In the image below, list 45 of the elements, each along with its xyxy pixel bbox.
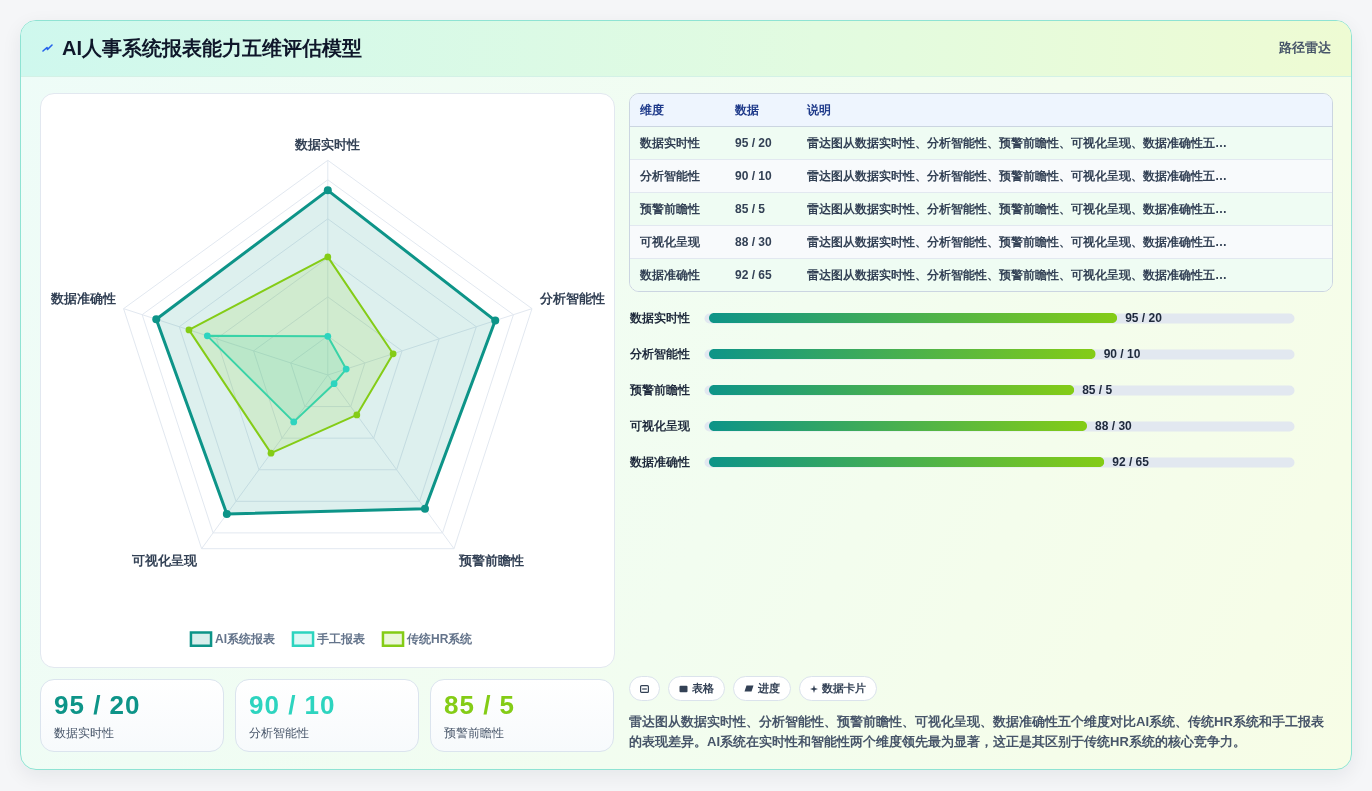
text: 雷达图从数据实时性、分析智能性、预警前瞻性、可视化呈现、数据准确性五…	[807, 201, 1227, 218]
category-label: 数据卡片	[822, 681, 866, 696]
text: 92 / 65	[735, 268, 772, 282]
legend-label: 传统HR系统	[406, 632, 474, 647]
text: 雷达图从数据实时性、分析智能性、预警前瞻性、可视化呈现、数据准确性五…	[807, 135, 1227, 152]
data-label: 88 / 30	[1095, 419, 1133, 433]
legend-label: AI系统报表	[215, 632, 276, 647]
spoke-label: 数据准确性	[50, 291, 116, 307]
text: 维度	[640, 102, 664, 119]
data-label: 95 / 20	[1125, 311, 1163, 325]
text: 85 / 5	[735, 202, 766, 216]
category-label: 数据实时性	[54, 725, 114, 741]
text: 雷达图从数据实时性、分析智能性、预警前瞻性、可视化呈现、数据准确性五…	[807, 234, 1227, 251]
text: 数据	[735, 102, 759, 119]
text: 路径雷达	[1279, 40, 1331, 56]
data-label: 90 / 10	[1103, 347, 1141, 361]
y-tick-label: 可视化呈现	[628, 419, 691, 433]
pill-button: 数据卡片	[799, 676, 877, 701]
y-tick-label: 数据实时性	[628, 311, 690, 325]
y-tick-label: 分析智能性	[628, 347, 690, 361]
data-label: 92 / 65	[1112, 455, 1150, 469]
y-tick-label: 预警前瞻性	[628, 383, 690, 397]
y-tick-label: 数据准确性	[628, 455, 690, 469]
text: 90 / 10	[249, 690, 336, 720]
spoke-label: 可视化呈现	[130, 553, 198, 569]
spoke-label: 分析智能性	[538, 291, 605, 307]
text: 85 / 5	[444, 690, 516, 720]
text: 雷达图从数据实时性、分析智能性、预警前瞻性、可视化呈现、数据准确性五个维度对比AI系统、传统HR系统和手工报表的表现差异。AI系统在实时性和智能性两个维度领先最为显著，这正是其区别于传统HR系统的核心竞争力。	[629, 713, 1325, 751]
text: 雷达图从数据实时性、分析智能性、预警前瞻性、可视化呈现、数据准确性五…	[807, 267, 1227, 284]
pill-button: 进度	[733, 676, 791, 701]
category-label: 进度	[758, 681, 780, 696]
category-label: 分析智能性	[249, 725, 309, 741]
text: 说明	[807, 102, 831, 119]
category-label: 预警前瞻性	[444, 725, 504, 741]
text: 雷达图从数据实时性、分析智能性、预警前瞻性、可视化呈现、数据准确性五…	[807, 168, 1227, 185]
text: 95 / 20	[735, 136, 772, 150]
chart-title: AI人事系统报表能力五维评估模型	[62, 36, 362, 60]
legend-label: 手工报表	[316, 632, 366, 647]
spoke-label: 数据实时性	[294, 137, 361, 153]
text: 88 / 30	[735, 235, 772, 249]
data-label: 85 / 5	[1082, 383, 1113, 397]
category-label: 表格	[692, 681, 714, 696]
text: 90 / 10	[735, 169, 772, 183]
text: 95 / 20	[54, 690, 141, 720]
spoke-label: 预警前瞻性	[457, 553, 524, 569]
